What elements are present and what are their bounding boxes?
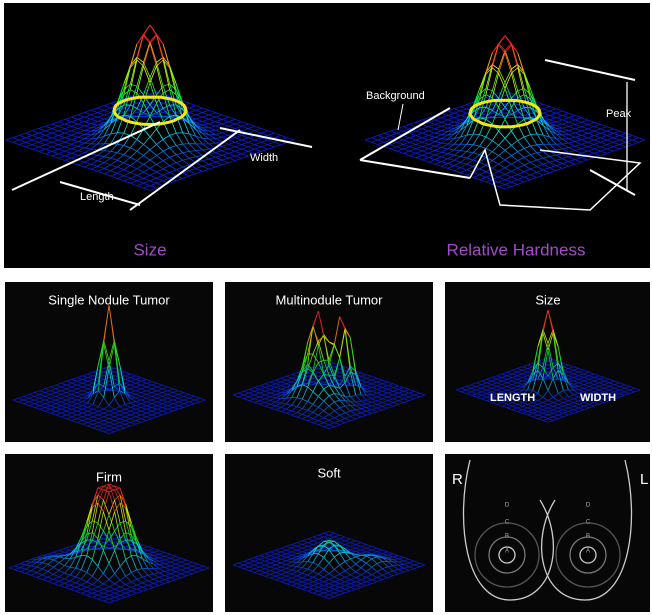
mesh-line [345,406,350,407]
mesh-line [441,135,447,136]
mesh-line [528,390,533,391]
mesh-line [563,390,568,391]
mesh-line [562,135,568,136]
mesh-line [537,144,543,145]
mesh-line [292,559,297,560]
mesh-line [517,386,522,387]
mesh-line [467,144,473,145]
mesh-line [356,395,361,396]
figure: Background Peak Width Length Size Relati… [0,0,652,615]
mesh-line [366,391,371,392]
mesh-line [562,139,568,140]
panel [445,454,650,612]
mesh-line [574,386,579,387]
mesh-line [441,139,447,140]
